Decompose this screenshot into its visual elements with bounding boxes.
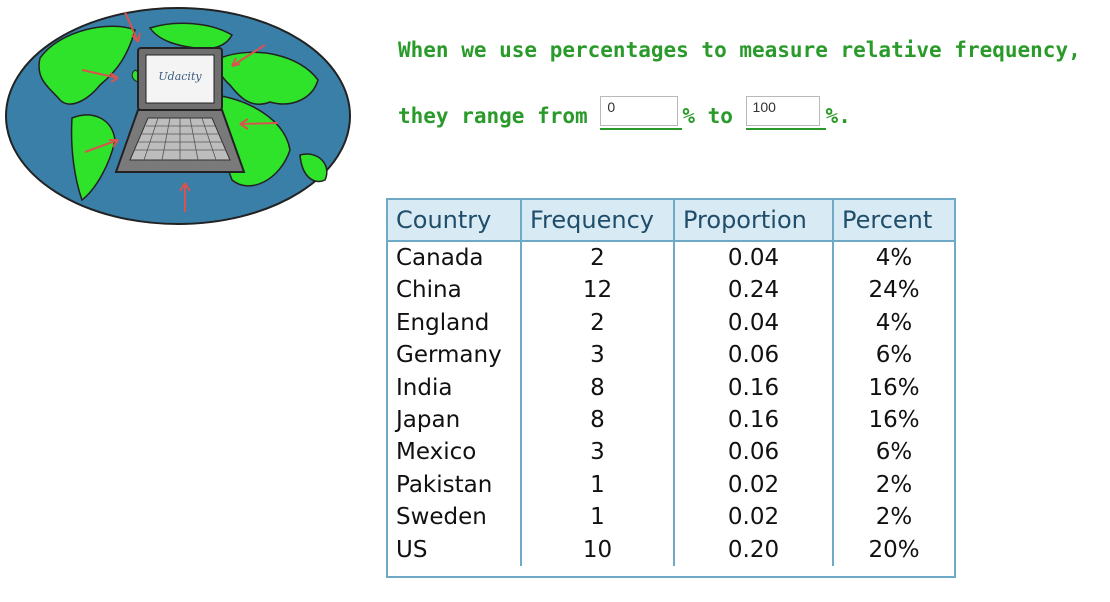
header-proportion: Proportion <box>675 200 834 240</box>
percent-cell: 16% <box>868 374 920 401</box>
proportion-cell: 0.02 <box>675 468 834 502</box>
country-cell: US <box>388 533 522 566</box>
table-row: Germany 3 0.06 6% <box>388 339 954 372</box>
percent-cell: 4% <box>875 309 913 336</box>
proportion-cell: 0.20 <box>675 533 834 566</box>
proportion-cell: 0.04 <box>675 306 834 340</box>
country-cell: India <box>388 371 522 404</box>
percent-cell: 20% <box>868 536 920 563</box>
proportion-cell: 0.04 <box>675 242 834 275</box>
proportion-cell: 0.24 <box>675 274 834 307</box>
question-line-1: When we use percentages to measure relat… <box>398 38 1081 62</box>
country-cell: Canada <box>388 242 522 275</box>
frequency-cell: 2 <box>522 242 675 275</box>
table-row: Canada 2 0.04 4% <box>388 242 954 275</box>
percent-cell: 16% <box>868 406 920 433</box>
question-suffix: %. <box>825 104 851 128</box>
frequency-cell: 12 <box>522 274 675 307</box>
proportion-cell: 0.16 <box>675 371 834 404</box>
frequency-cell: 1 <box>522 468 675 502</box>
header-percent: Percent <box>842 206 933 234</box>
percent-cell: 2% <box>875 504 913 531</box>
blank-min <box>600 96 683 130</box>
country-cell: Sweden <box>388 501 522 534</box>
frequency-cell: 10 <box>522 533 675 566</box>
proportion-cell: 0.16 <box>675 403 834 437</box>
proportion-cell: 0.02 <box>675 501 834 534</box>
percent-cell: 4% <box>875 245 913 271</box>
frequency-cell: 3 <box>522 339 675 372</box>
header-country: Country <box>388 200 522 240</box>
laptop-icon: Udacity <box>114 47 246 173</box>
country-cell: Japan <box>388 403 522 437</box>
country-cell: England <box>388 306 522 340</box>
frequency-cell: 3 <box>522 436 675 469</box>
frequency-table: Country Frequency Proportion Percent Can… <box>386 198 956 578</box>
country-cell: Germany <box>388 339 522 372</box>
question-line-2: they range from % to %. <box>398 96 851 130</box>
country-cell: Pakistan <box>388 468 522 502</box>
percent-cell: 6% <box>875 439 913 466</box>
country-cell: Mexico <box>388 436 522 469</box>
table-header-row: Country Frequency Proportion Percent <box>388 200 954 242</box>
table-row: US 10 0.20 20% <box>388 533 954 566</box>
question-prefix: they range from <box>398 104 588 128</box>
min-percent-input[interactable] <box>600 96 679 126</box>
percent-cell: 6% <box>875 342 913 369</box>
frequency-cell: 1 <box>522 501 675 534</box>
table-row: Sweden 1 0.02 2% <box>388 501 954 534</box>
table-row: Japan 8 0.16 16% <box>388 403 954 437</box>
blank-max <box>745 96 826 130</box>
table-row: Mexico 3 0.06 6% <box>388 436 954 469</box>
table-row: China 12 0.24 24% <box>388 274 954 307</box>
percent-cell: 2% <box>875 471 913 498</box>
percent-cell: 24% <box>868 277 920 304</box>
frequency-cell: 8 <box>522 371 675 404</box>
globe-laptop-illustration: Udacity <box>5 7 351 225</box>
proportion-cell: 0.06 <box>675 339 834 372</box>
max-percent-input[interactable] <box>745 96 820 126</box>
frequency-cell: 2 <box>522 306 675 340</box>
proportion-cell: 0.06 <box>675 436 834 469</box>
frequency-cell: 8 <box>522 403 675 437</box>
table-row: Pakistan 1 0.02 2% <box>388 468 954 502</box>
header-frequency: Frequency <box>522 200 675 240</box>
question-mid: % to <box>682 104 733 128</box>
table-row: India 8 0.16 16% <box>388 371 954 404</box>
table-row: England 2 0.04 4% <box>388 306 954 340</box>
laptop-logo-text: Udacity <box>158 70 202 83</box>
country-cell: China <box>388 274 522 307</box>
